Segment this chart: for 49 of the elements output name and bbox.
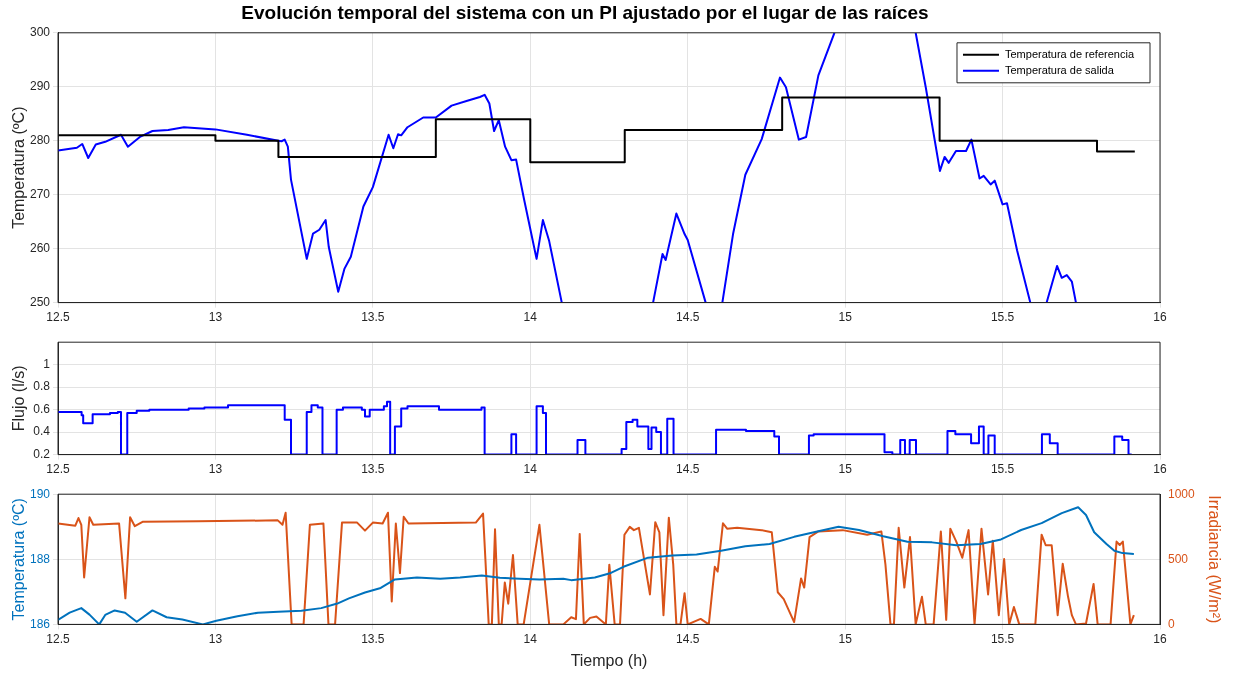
x-tick-label: 16 [1153,631,1167,646]
y-tick-label: 186 [29,616,51,631]
x-tick-label: 13 [208,310,223,325]
x-tick-label: 16 [1153,310,1167,325]
x-axis-title: Tiempo (h) [570,651,648,669]
y-tick-label: 0.8 [33,379,51,394]
y-tick-label: 250 [29,294,51,309]
x-tick-label: 13 [208,631,223,646]
y-tick-label: 260 [29,240,51,255]
x-tick-label: 14 [523,631,538,646]
legend-label: Temperatura de salida [1004,63,1115,76]
y-tick-label: 0.4 [33,424,51,439]
y-tick-label: 0.6 [33,401,51,416]
y-tick-label: 300 [29,25,51,40]
x-tick-label: 14.5 [676,310,700,325]
y-tick-label: 188 [29,551,51,566]
x-tick-label: 13 [208,462,223,477]
x-tick-label: 15 [838,462,853,477]
y2-tick-label: 0 [1168,616,1175,631]
y-axis-title: Temperatura (ºC) [10,106,28,229]
x-tick-label: 13.5 [361,310,385,325]
y-tick-label: 280 [29,133,51,148]
x-tick-label: 15 [838,310,853,325]
x-tick-label: 16 [1153,462,1167,477]
x-tick-label: 15.5 [990,462,1015,477]
x-tick-label: 14.5 [676,631,700,646]
legend-label: Temperatura de referencia [1004,47,1135,60]
y-axis-title: Flujo (l/s) [10,365,28,432]
y-tick-label: 190 [29,486,51,501]
x-tick-label: 13.5 [361,462,385,477]
y2-axis-title: Irradiancia (W/m²) [1205,495,1223,624]
x-tick-label: 12.5 [46,631,70,646]
x-tick-label: 14 [523,462,538,477]
y-tick-label: 0.2 [33,446,51,461]
x-tick-label: 15 [838,631,853,646]
y-tick-label: 270 [29,186,51,201]
chart-title: Evolución temporal del sistema con un PI ajustado por el lugar de las raíces [241,1,929,23]
x-tick-label: 15.5 [990,631,1015,646]
y-tick-label: 1 [43,356,51,371]
x-tick-label: 14 [523,310,538,325]
x-tick-label: 12.5 [46,462,70,477]
y2-tick-label: 500 [1168,551,1189,566]
x-tick-label: 13.5 [361,631,385,646]
y2-tick-label: 1000 [1168,486,1196,501]
y-axis-title: Temperatura (ºC) [10,498,28,621]
x-tick-label: 14.5 [676,462,700,477]
x-tick-label: 15.5 [990,310,1015,325]
x-tick-label: 12.5 [46,310,70,325]
y-tick-label: 290 [29,79,51,94]
